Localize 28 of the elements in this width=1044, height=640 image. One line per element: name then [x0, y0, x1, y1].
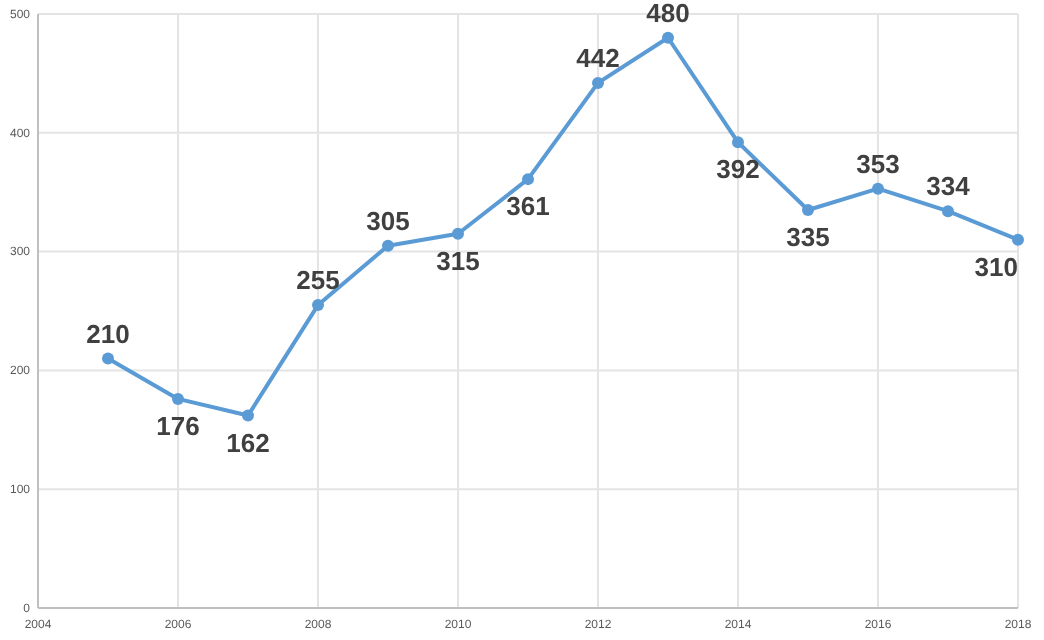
point [662, 31, 674, 44]
data-label: 210 [86, 318, 130, 349]
data-label: 334 [926, 171, 972, 202]
point [1012, 233, 1024, 246]
point [592, 76, 604, 89]
data-label: 353 [856, 148, 900, 179]
point [732, 136, 744, 149]
point [802, 204, 814, 217]
point [102, 352, 114, 365]
data-label: 255 [296, 265, 340, 296]
point [312, 299, 324, 312]
data-label: 361 [506, 191, 550, 222]
point [242, 409, 254, 422]
data-label: 442 [576, 42, 620, 73]
point [872, 182, 884, 195]
data-label: 310 [974, 251, 1018, 282]
point [522, 173, 534, 186]
point [942, 205, 954, 218]
point [382, 239, 394, 252]
point [172, 392, 184, 405]
data-label: 480 [646, 0, 690, 28]
data-label: 162 [226, 427, 270, 458]
data-label: 315 [436, 245, 480, 276]
data-label: 335 [786, 222, 830, 253]
data-label: 392 [716, 154, 760, 185]
point [452, 227, 464, 240]
data-label: 176 [156, 410, 200, 441]
data-label: 305 [366, 205, 410, 236]
